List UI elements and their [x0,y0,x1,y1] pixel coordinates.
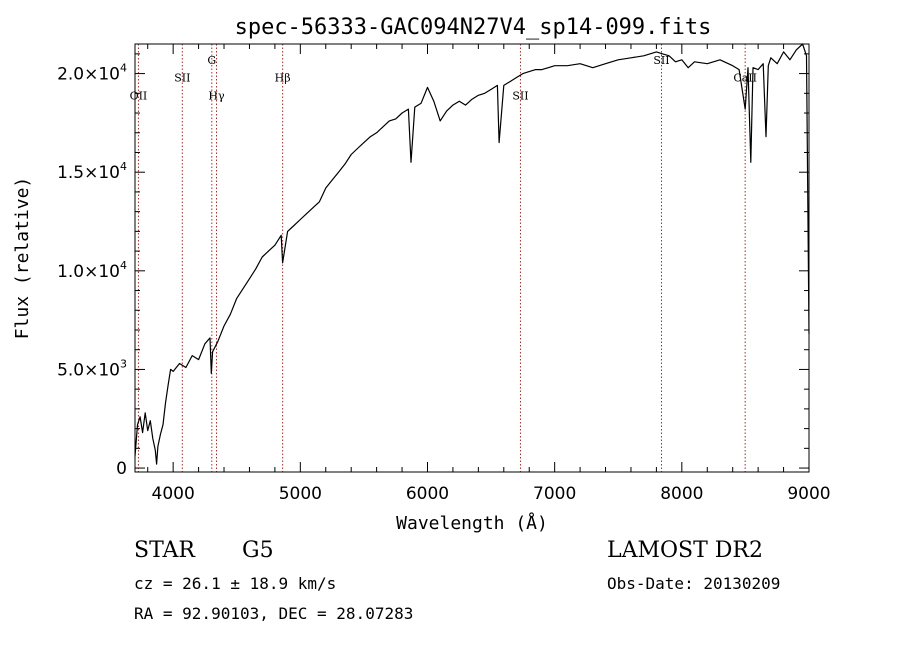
x-tick-label-2: 6000 [406,484,449,504]
marker-label-1: SII [174,72,190,85]
marker-label-3: Hγ [208,89,225,102]
y-tick-label-0: 0 [116,459,127,479]
axis-ticks [135,44,810,472]
x-tick-label-3: 7000 [533,484,576,504]
ra-dec: RA = 92.90103, DEC = 28.07283 [134,604,414,623]
spectral-line-markers [137,44,746,472]
object-class: STAR [134,538,195,563]
object-subclass: G5 [242,538,274,563]
survey-name: LAMOST DR2 [607,538,763,563]
marker-label-7: CaII [733,72,757,85]
x-tick-label-1: 5000 [279,484,322,504]
spectrum-line [134,43,810,465]
x-tick-label-0: 4000 [152,484,195,504]
y-axis-label: Flux (relative) [12,177,33,340]
y-tick-label-2: 1.0×104 [57,259,127,282]
x-tick-label-5: 9000 [787,484,830,504]
plot-frame [134,43,810,473]
marker-label-5: SII [512,89,528,102]
redshift-cz: cz = 26.1 ± 18.9 km/s [134,574,337,593]
y-tick-label-3: 1.5×104 [57,160,127,183]
marker-label-6: SII [653,54,669,67]
axis-tick-labels: 4000 5000 6000 7000 8000 9000 0 5.0×103 1.0×104 1… [57,62,831,504]
marker-label-4: Hβ [275,72,291,85]
spectral-line-labels: OII SII G Hγ Hβ SII SII CaII [130,54,757,103]
y-tick-label-4: 2.0×104 [57,62,127,85]
x-axis-label: Wavelength (Å) [396,512,548,534]
chart-title: spec-56333-GAC094N27V4_sp14-099.fits [235,15,712,40]
y-tick-label-1: 5.0×103 [57,357,127,380]
obs-date: Obs-Date: 20130209 [607,574,781,593]
marker-label-2: G [207,54,216,67]
marker-label-0: OII [130,89,148,102]
x-tick-label-4: 8000 [660,484,703,504]
